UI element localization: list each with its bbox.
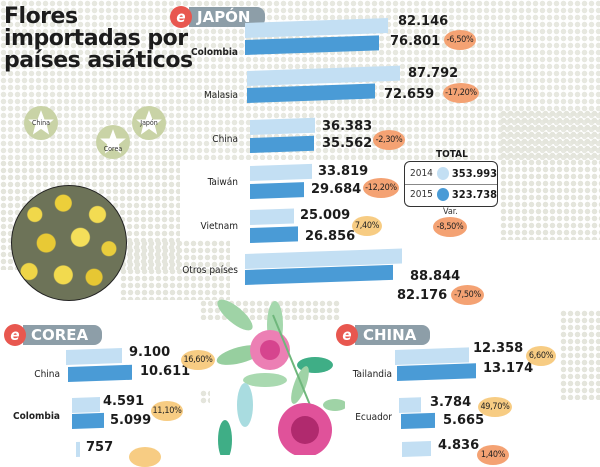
section-header-corea: e COREA bbox=[4, 324, 103, 346]
map-marker-corea: Corea bbox=[96, 125, 130, 159]
row-label: Colombia bbox=[12, 411, 60, 422]
marker-label: Corea bbox=[103, 145, 123, 153]
section-title: COREA bbox=[23, 325, 103, 345]
infographic-title: Flores importadas por países asiáticos bbox=[4, 6, 193, 72]
variation-badge: -2,30% bbox=[373, 130, 405, 150]
variation-badge: -6,50% bbox=[444, 30, 476, 50]
dot-map-background bbox=[560, 310, 600, 400]
variation-badge: 6,60% bbox=[526, 346, 556, 366]
row-label: Tailandia bbox=[352, 369, 392, 380]
total-legend-box: 2014 353.993 2015 323.738 bbox=[404, 161, 498, 207]
variation-badge: -12,20% bbox=[363, 178, 399, 198]
map-marker-japon: Japón bbox=[132, 106, 166, 140]
total-variation-badge: -8,50% bbox=[433, 217, 467, 237]
value-2015: 26.856 bbox=[305, 229, 356, 244]
row-label: Malasia bbox=[204, 90, 238, 101]
variation-badge: -7,50% bbox=[451, 285, 484, 305]
bar-2014 bbox=[72, 397, 100, 413]
bar-2015 bbox=[68, 364, 132, 382]
total-value-2015: 323.738 bbox=[451, 188, 497, 201]
value-2014: 87.792 bbox=[408, 66, 459, 81]
bar-2014 bbox=[399, 397, 421, 413]
value-2015: 72.659 bbox=[384, 87, 435, 102]
star-icon bbox=[136, 110, 162, 135]
value-2014: 88.844 bbox=[410, 269, 461, 284]
variation-label: Var. bbox=[443, 207, 458, 217]
row-label: China bbox=[34, 369, 60, 380]
dot-map-background bbox=[500, 110, 600, 240]
value-2014: 25.009 bbox=[300, 208, 351, 223]
value-2015: 35.562 bbox=[322, 136, 373, 151]
bar-2015 bbox=[250, 135, 314, 153]
row-label: Vietnam bbox=[200, 221, 238, 232]
star-icon bbox=[100, 129, 126, 154]
row-label: Otros países bbox=[182, 265, 238, 276]
value-2015: 5.665 bbox=[443, 413, 485, 428]
brand-logo-icon: e bbox=[170, 6, 192, 28]
legend-year: 2015 bbox=[410, 189, 433, 200]
yellow-flowers-photo bbox=[11, 185, 127, 301]
value-2014: 9.100 bbox=[129, 345, 171, 360]
value-2015: 76.801 bbox=[390, 34, 441, 49]
value-2014: 12.358 bbox=[473, 341, 524, 356]
value-2014: 82.146 bbox=[398, 14, 449, 29]
variation-badge: 7,40% bbox=[352, 216, 382, 236]
bar-2015 bbox=[250, 182, 304, 199]
row-label: Ecuador bbox=[355, 412, 392, 423]
value-2015: 5.099 bbox=[110, 413, 152, 428]
variation-badge: -17,20% bbox=[443, 83, 479, 103]
row-label: China bbox=[212, 134, 238, 145]
dot-map-background bbox=[120, 240, 230, 300]
map-marker-china: China bbox=[24, 106, 58, 140]
legend-swatch-2015-icon bbox=[436, 188, 449, 201]
watercolor-flowers-illustration bbox=[216, 299, 345, 455]
legend-year: 2014 bbox=[410, 168, 433, 179]
variation-badge: 49,70% bbox=[478, 397, 512, 417]
bar-2015 bbox=[72, 412, 104, 429]
marker-label: Japón bbox=[140, 119, 158, 127]
legend-swatch-2014-icon bbox=[436, 167, 449, 180]
bar-2014 bbox=[250, 163, 312, 181]
value-2014: 4.836 bbox=[438, 438, 480, 453]
marker-label: China bbox=[32, 119, 50, 127]
variation-badge: 11,10% bbox=[151, 401, 183, 421]
variation-badge: 16,60% bbox=[181, 350, 215, 370]
value-2014: 4.591 bbox=[103, 394, 145, 409]
brand-logo-icon: e bbox=[336, 324, 358, 346]
star-icon bbox=[28, 110, 54, 135]
value-2015: 82.176 bbox=[397, 288, 448, 303]
value-2015: 29.684 bbox=[311, 182, 362, 197]
title-line: Flores bbox=[4, 4, 78, 29]
total-value-2014: 353.993 bbox=[451, 167, 497, 180]
section-title: CHINA bbox=[355, 325, 431, 345]
bar-2015 bbox=[397, 363, 476, 381]
value-2015: 13.174 bbox=[483, 361, 534, 376]
value-2014: 33.819 bbox=[318, 164, 369, 179]
value-2014: 3.784 bbox=[430, 395, 472, 410]
total-row-2014: 2014 353.993 bbox=[405, 163, 497, 185]
title-line: países asiáticos bbox=[4, 48, 193, 73]
bar-2014 bbox=[66, 348, 122, 365]
section-header-china: e CHINA bbox=[336, 324, 431, 346]
row-label: Taiwán bbox=[207, 177, 238, 188]
variation-badge bbox=[129, 447, 161, 467]
bar-2014 bbox=[250, 117, 315, 135]
title-line: importadas por bbox=[4, 26, 188, 51]
variation-badge: 1,40% bbox=[477, 445, 509, 465]
total-row-2015: 2015 323.738 bbox=[405, 184, 497, 205]
value-2014: 757 bbox=[86, 440, 114, 455]
bar-2015 bbox=[401, 412, 435, 429]
dot-map-background bbox=[200, 390, 210, 404]
value-2015: 10.611 bbox=[140, 364, 191, 379]
bar-2014 bbox=[250, 208, 294, 225]
bar-2015 bbox=[250, 226, 298, 243]
brand-logo-icon: e bbox=[4, 324, 26, 346]
value-2014: 36.383 bbox=[322, 119, 373, 134]
total-title: TOTAL bbox=[436, 149, 468, 160]
row-label: Colombia bbox=[190, 47, 238, 58]
bar-2014 bbox=[395, 347, 469, 365]
